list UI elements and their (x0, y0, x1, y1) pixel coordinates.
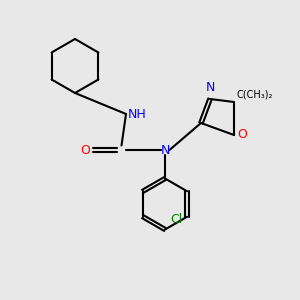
Text: N: N (160, 143, 170, 157)
Text: O: O (237, 128, 247, 142)
Text: NH: NH (128, 107, 146, 121)
Text: O: O (81, 143, 90, 157)
Text: C(CH₃)₂: C(CH₃)₂ (237, 89, 273, 99)
Text: N: N (205, 82, 215, 94)
Text: Cl: Cl (170, 213, 183, 226)
